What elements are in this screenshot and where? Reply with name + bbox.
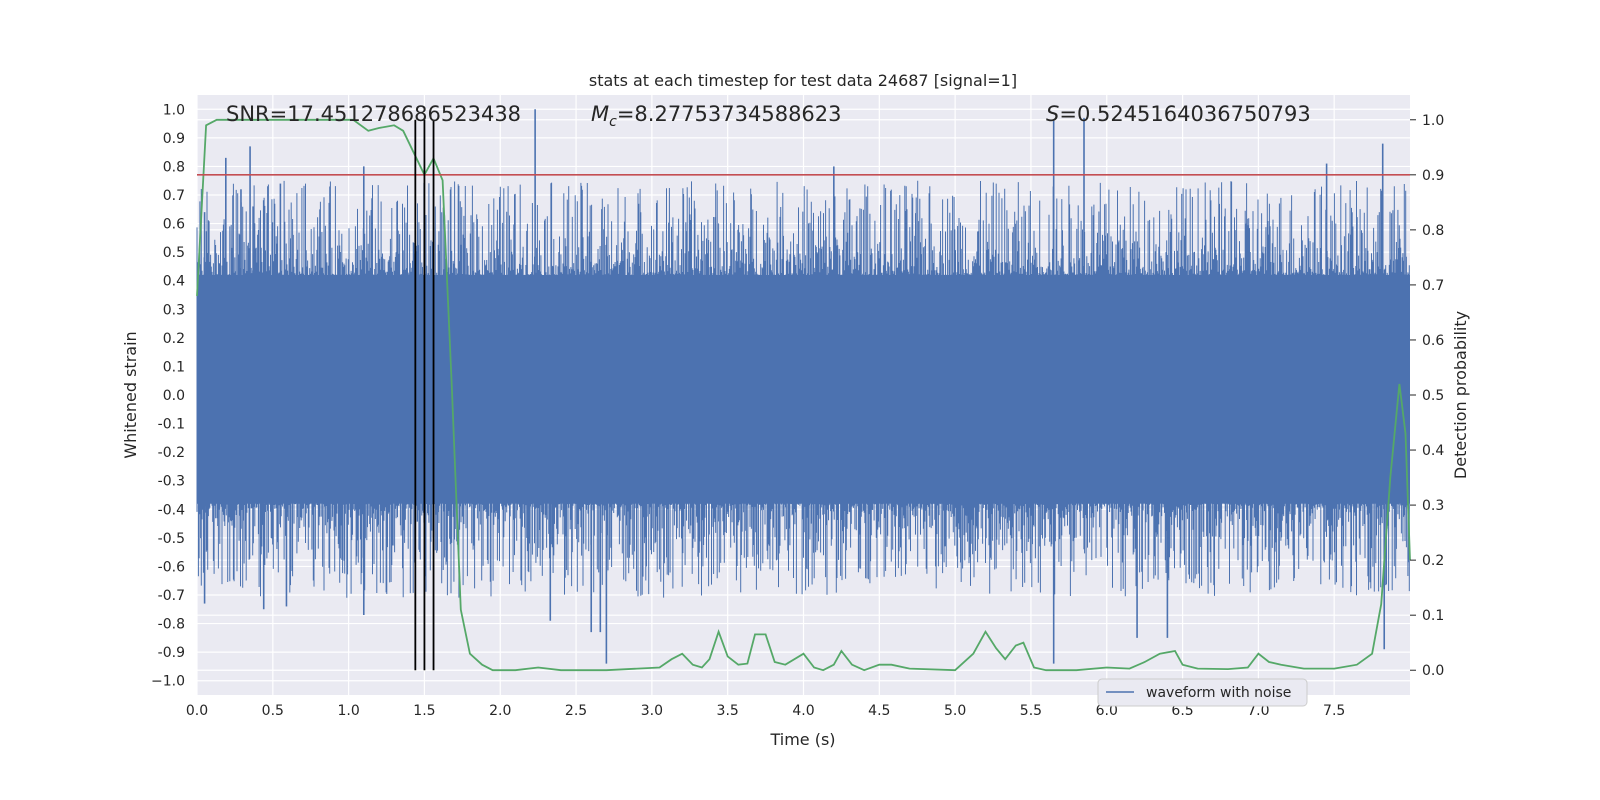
y-right-tick-label: 0.6 <box>1422 333 1444 349</box>
chirp-mass-annotation: Mc=8.27753734588623 <box>591 102 842 130</box>
x-tick-label: 5.5 <box>1020 703 1042 719</box>
strain-noise <box>196 180 1410 598</box>
chirp-mass-subscript: c <box>609 114 617 130</box>
legend-entry: waveform with noise <box>1146 685 1291 701</box>
y-right-tick-label: 0.7 <box>1422 278 1444 294</box>
y-right-tick-label: 0.4 <box>1422 443 1444 459</box>
y-tick-label: 0.0 <box>163 388 185 404</box>
y-tick-label: -0.7 <box>158 588 185 604</box>
x-tick-label: 4.5 <box>868 703 890 719</box>
y-tick-label: -0.2 <box>158 445 185 461</box>
x-tick-label: 2.5 <box>565 703 587 719</box>
y-right-tick-label: 0.0 <box>1422 663 1444 679</box>
chirp-mass-symbol: M <box>591 102 609 126</box>
y-right-tick-label: 0.5 <box>1422 388 1444 404</box>
x-tick-label: 3.5 <box>717 703 739 719</box>
probability-series <box>196 118 1411 672</box>
y-tick-label: 0.8 <box>163 159 185 175</box>
legend: waveform with noise <box>1097 678 1308 707</box>
y-tick-label: 0.4 <box>163 274 185 290</box>
y-tick-label: -0.3 <box>158 474 185 490</box>
s-value: =0.5245164036750793 <box>1059 102 1310 126</box>
y-right-axis-label: Detection probability <box>1451 311 1470 479</box>
y-tick-label: 0.5 <box>163 245 185 261</box>
x-tick-label: 3.0 <box>641 703 663 719</box>
x-tick-label: 7.0 <box>1247 703 1269 719</box>
y-right-tick-label: 0.3 <box>1422 498 1444 514</box>
x-tick-label: 2.0 <box>489 703 511 719</box>
y-right-tick-label: 0.2 <box>1422 553 1444 569</box>
snr-annotation: SNR=17.451278686523438 <box>226 102 521 126</box>
strain-series <box>196 109 1410 664</box>
x-tick-label: 7.5 <box>1323 703 1345 719</box>
y-tick-label: 0.1 <box>163 359 185 375</box>
x-tick-label: 6.5 <box>1171 703 1193 719</box>
x-tick-label: 6.0 <box>1096 703 1118 719</box>
x-tick-label: 5.0 <box>944 703 966 719</box>
x-tick-label: 1.0 <box>337 703 359 719</box>
y-right-tick-label: 0.9 <box>1422 168 1444 184</box>
y-tick-label: 0.7 <box>163 188 185 204</box>
x-tick-label: 4.0 <box>792 703 814 719</box>
y-tick-label: 0.6 <box>163 217 185 233</box>
y-axis-label: Whitened strain <box>121 331 140 458</box>
y-tick-label: 0.9 <box>163 131 185 147</box>
x-tick-labels: 0.0 0.5 1.0 1.5 2.0 2.5 3.0 3.5 4.0 4.5 5.0 5.5 6.0 6… <box>186 703 1345 719</box>
y-tick-label: -0.4 <box>158 502 185 518</box>
x-axis-label: Time (s) <box>769 730 835 749</box>
y-tick-label: 0.2 <box>163 331 185 347</box>
y-right-tick-label: 1.0 <box>1422 113 1444 129</box>
x-tick-label: 0.5 <box>262 703 284 719</box>
chart-title: stats at each timestep for test data 246… <box>589 71 1017 90</box>
y-tick-label: -0.5 <box>158 531 185 547</box>
chirp-mass-value: =8.27753734588623 <box>617 102 842 126</box>
y-tick-label: -0.8 <box>158 617 185 633</box>
y-tick-label: -0.6 <box>158 559 185 575</box>
y-tick-labels: 1.0 0.9 0.8 0.7 0.6 0.5 0.4 0.3 0.2 0.1 0.0 -0.1 -0.… <box>151 102 185 689</box>
y-tick-label: -0.9 <box>158 645 185 661</box>
s-symbol: S <box>1046 102 1059 126</box>
x-tick-label: 0.0 <box>186 703 208 719</box>
reference-lines <box>197 119 1410 671</box>
y-tick-label: 0.3 <box>163 302 185 318</box>
y-tick-label: −1.0 <box>151 674 185 690</box>
y-right-tick-label: 0.8 <box>1422 223 1444 239</box>
s-annotation: S=0.5245164036750793 <box>1046 102 1311 126</box>
y-right-tick-labels: 1.0 0.9 0.8 0.7 0.6 0.5 0.4 0.3 0.2 0.1 0.0 <box>1410 113 1444 679</box>
detection-probability-line <box>196 118 1411 672</box>
x-tick-label: 1.5 <box>413 703 435 719</box>
legend-box <box>1097 678 1308 707</box>
y-tick-label: -0.1 <box>158 417 185 433</box>
y-right-tick-label: 0.1 <box>1422 608 1444 624</box>
y-tick-label: 1.0 <box>163 102 185 118</box>
